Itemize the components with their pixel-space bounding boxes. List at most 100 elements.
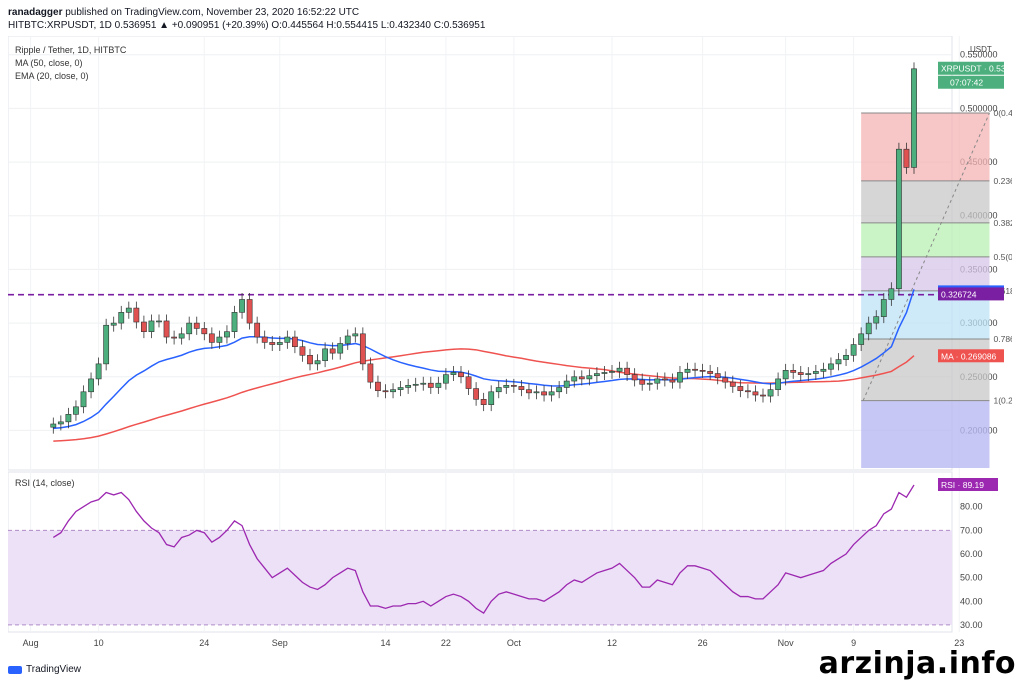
candle <box>903 148 910 168</box>
chart-area[interactable]: 0.2000000.2500000.3000000.3500000.400000… <box>7 35 1024 650</box>
time-tick-label: 12 <box>607 638 617 648</box>
candle <box>586 375 593 380</box>
candle <box>435 382 442 388</box>
candle <box>571 376 578 382</box>
candle <box>465 376 472 389</box>
level-value-label: 0.326724 <box>941 289 977 299</box>
rsi-tick-label: 30.00 <box>960 620 983 630</box>
ma-value-label: MA · 0.269086 <box>941 351 997 361</box>
rsi-legend: RSI (14, close) <box>15 478 75 488</box>
last-price-label: XRPUSDT · 0.536951 <box>941 64 1012 74</box>
candle <box>631 374 638 381</box>
candle <box>722 377 729 383</box>
candle <box>420 382 427 385</box>
candlestick-chart-svg[interactable]: 0.2000000.2500000.3000000.3500000.400000… <box>7 35 1024 650</box>
candle <box>110 322 117 326</box>
candle <box>548 391 555 396</box>
candle <box>503 385 510 388</box>
candle <box>541 391 547 396</box>
candle <box>254 322 261 338</box>
symbol-ohlc-line: HITBTC:XRPUSDT, 1D 0.536951 ▲ +0.090951 … <box>8 20 486 31</box>
fib-zone-below <box>861 400 990 468</box>
candle <box>790 370 797 373</box>
candle <box>760 394 766 397</box>
candle <box>692 368 698 371</box>
candle <box>639 379 646 385</box>
fib-level-label: 0(0.495663) <box>994 108 1013 118</box>
last-price-label-extra-bg <box>938 75 1004 89</box>
time-tick-label: Oct <box>507 638 522 648</box>
candle <box>744 390 751 393</box>
candle <box>322 348 328 361</box>
candle <box>276 342 283 345</box>
ma-value-label-bg <box>938 349 1004 363</box>
candle <box>50 423 57 428</box>
candle <box>375 381 381 392</box>
candle <box>616 367 623 372</box>
ma-50-line <box>53 348 915 442</box>
tradingview-logo[interactable]: TradingView <box>8 664 81 675</box>
chart-title: Ripple / Tether, 1D, HITBTC <box>15 45 127 55</box>
candle <box>684 368 691 373</box>
candle <box>601 372 608 374</box>
candle <box>125 307 132 313</box>
fib-level-label: 0.618(0.330 <box>994 286 1013 296</box>
candle <box>133 307 140 323</box>
rsi-tick-label: 60.00 <box>960 549 983 559</box>
candle <box>510 385 517 387</box>
candle <box>578 376 585 380</box>
author-name: ranadagger <box>8 7 63 18</box>
price-tick-label: 0.550000 <box>960 50 998 60</box>
candle <box>495 387 502 393</box>
candle <box>352 333 359 337</box>
rsi-tick-label: 70.00 <box>960 525 983 535</box>
publish-info: ranadagger published on TradingView.com,… <box>8 7 359 18</box>
fib-zone <box>861 339 990 401</box>
candle <box>427 382 434 388</box>
candle <box>88 378 94 393</box>
candle <box>858 333 865 345</box>
candle <box>843 354 849 360</box>
candle <box>359 333 366 365</box>
candle <box>661 378 668 381</box>
candle <box>556 387 563 393</box>
candle <box>458 372 464 378</box>
candle <box>148 320 155 332</box>
last-price-label-countdown: 07:07:42 <box>950 78 983 88</box>
price-tick-label: 0.500000 <box>960 103 998 113</box>
candle <box>533 391 540 394</box>
fib-zone <box>861 222 990 257</box>
candle <box>57 421 64 425</box>
candle <box>239 299 245 313</box>
candle <box>231 312 238 332</box>
level-value-label-bg <box>938 287 1004 301</box>
candle <box>518 386 525 390</box>
ema-legend: EMA (20, close, 0) <box>15 71 89 81</box>
fib-level-label: 1(0.227813) <box>994 396 1013 406</box>
candle <box>812 371 819 374</box>
time-tick-label: 26 <box>698 638 708 648</box>
candle <box>828 363 834 370</box>
candle <box>646 382 653 385</box>
candle <box>593 373 600 376</box>
candle <box>669 379 676 383</box>
candle <box>850 344 857 356</box>
tradingview-logo-icon <box>8 665 22 674</box>
candle <box>873 316 880 324</box>
candle <box>299 346 306 356</box>
rsi-line <box>52 484 915 614</box>
candle <box>186 322 193 335</box>
time-tick-label: Nov <box>778 638 795 648</box>
candle <box>442 374 449 384</box>
time-tick-label: 9 <box>851 638 856 648</box>
candle <box>473 388 479 400</box>
candle <box>480 399 487 405</box>
candle <box>216 336 223 343</box>
candle <box>65 414 72 423</box>
candle <box>609 371 615 373</box>
candle <box>337 343 344 354</box>
candle <box>737 386 744 392</box>
candle <box>156 320 162 323</box>
candle <box>654 378 661 384</box>
candle <box>707 371 714 374</box>
